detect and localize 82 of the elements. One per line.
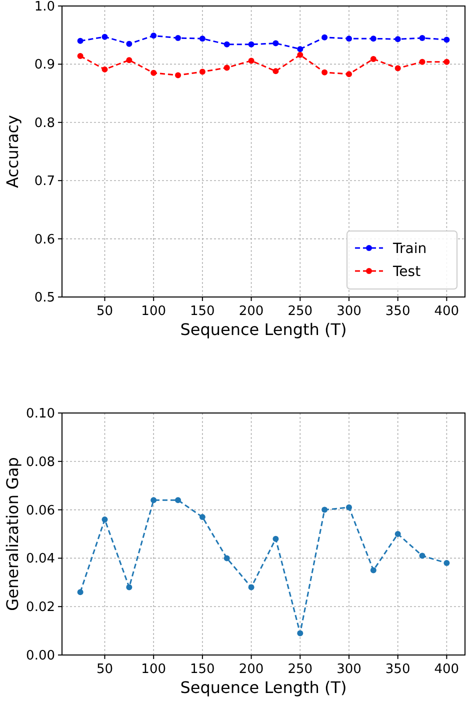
point	[444, 560, 450, 566]
point	[150, 497, 157, 504]
legend-label: Test	[392, 264, 422, 280]
x-tick-label: 400	[434, 662, 460, 677]
y-tick-label: 0.8	[34, 116, 55, 131]
x-tick-label: 250	[288, 304, 313, 319]
point	[175, 72, 182, 78]
y-tick-label: 0.06	[26, 503, 55, 518]
x-tick-label: 100	[141, 304, 166, 319]
point	[322, 506, 328, 513]
y-tick-label: 0.08	[26, 454, 55, 470]
y-axis-title: Generalization Gap	[3, 457, 22, 611]
point	[199, 68, 206, 75]
legend-label: Train	[392, 241, 427, 257]
point	[224, 41, 230, 48]
y-tick-label: 0.00	[26, 648, 55, 664]
point	[126, 40, 132, 47]
point	[297, 52, 304, 58]
x-tick-label: 200	[238, 304, 264, 319]
y-tick-label: 0.10	[26, 406, 55, 422]
x-tick-label: 100	[141, 662, 166, 677]
x-tick-label: 300	[336, 662, 362, 677]
x-tick-label: 350	[385, 662, 410, 677]
point	[102, 34, 108, 40]
point	[346, 36, 352, 42]
point	[224, 555, 230, 562]
point	[175, 35, 182, 42]
point	[322, 69, 328, 76]
x-axis-title: Sequence Length (T)	[180, 678, 347, 697]
point	[102, 516, 108, 522]
point	[322, 34, 328, 40]
point	[370, 36, 376, 42]
point	[444, 36, 450, 43]
x-tick-label: 400	[434, 304, 460, 319]
point	[272, 40, 279, 46]
point	[370, 56, 376, 62]
point	[77, 589, 84, 596]
point	[248, 41, 254, 48]
point	[224, 64, 230, 71]
point	[394, 531, 401, 537]
x-tick-label: 300	[336, 304, 362, 319]
point	[126, 584, 132, 590]
point	[248, 584, 254, 590]
point	[77, 53, 84, 60]
point	[419, 552, 426, 559]
x-tick-label: 150	[190, 662, 215, 677]
point	[272, 68, 279, 74]
y-tick-label: 0.02	[26, 600, 55, 616]
point	[199, 514, 206, 520]
x-tick-label: 50	[96, 662, 114, 677]
y-tick-label: 0.9	[34, 58, 55, 73]
x-tick-label: 200	[238, 662, 264, 677]
x-tick-label: 250	[288, 662, 313, 677]
point	[126, 57, 132, 64]
point	[394, 65, 401, 72]
point	[346, 71, 352, 78]
point	[346, 504, 352, 510]
point	[394, 36, 401, 42]
point	[419, 58, 426, 65]
point	[199, 36, 206, 42]
x-axis-title: Sequence Length (T)	[180, 320, 347, 339]
point	[150, 32, 157, 39]
x-tick-label: 350	[385, 304, 410, 319]
point	[370, 567, 376, 574]
point	[419, 35, 426, 42]
point	[175, 497, 182, 504]
point	[297, 630, 304, 636]
y-tick-label: 0.04	[26, 552, 55, 567]
y-tick-label: 0.6	[34, 232, 55, 248]
point	[444, 58, 450, 65]
y-tick-label: 0.7	[34, 174, 55, 190]
x-tick-label: 50	[96, 304, 114, 319]
x-tick-label: 150	[190, 304, 215, 319]
y-tick-label: 0.5	[34, 290, 55, 306]
point	[272, 536, 279, 542]
point	[102, 66, 108, 72]
y-axis-title: Accuracy	[3, 114, 22, 188]
point	[297, 46, 304, 52]
point	[77, 38, 84, 44]
point	[150, 70, 157, 76]
y-tick-label: 1.0	[34, 0, 55, 14]
point	[248, 58, 254, 64]
